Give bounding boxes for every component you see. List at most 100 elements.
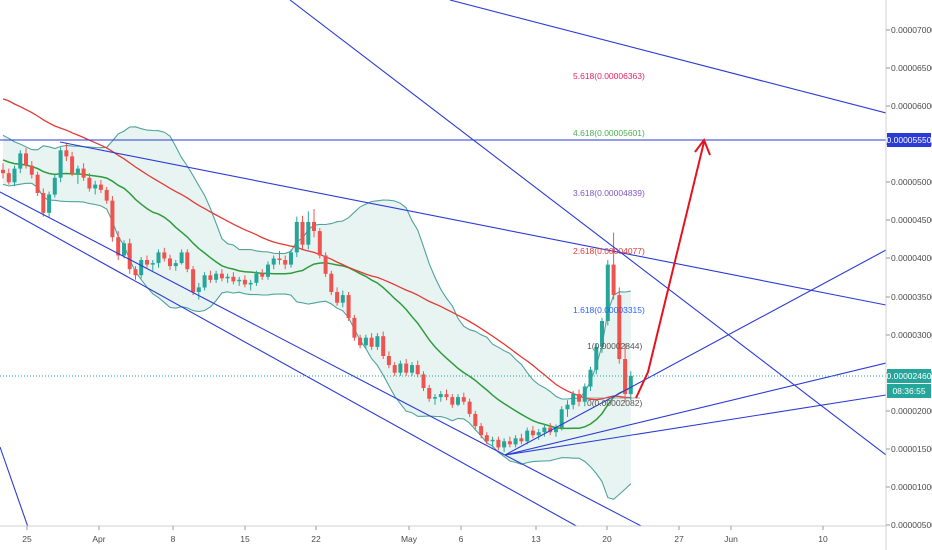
trend-line <box>449 0 886 114</box>
target-price-badge-text: 0.00005550 <box>887 135 932 145</box>
candle-body <box>24 153 28 166</box>
candle-body <box>369 337 374 347</box>
candle-body <box>410 365 414 373</box>
candle-body <box>340 295 345 303</box>
candle <box>530 426 535 439</box>
y-tick-label: 0.00004500 <box>891 215 932 225</box>
trend-line <box>59 141 886 306</box>
candle-body <box>473 413 478 427</box>
candle-body <box>525 430 530 442</box>
x-tick-label: May <box>401 534 418 544</box>
candle <box>12 165 17 187</box>
candle <box>150 260 155 271</box>
candle <box>260 269 265 280</box>
candle <box>237 276 242 286</box>
candle-body <box>421 374 426 388</box>
candle-body <box>35 174 40 193</box>
current-price-badge[interactable]: 0.00002460 <box>887 369 932 383</box>
projection-arrow-line <box>635 141 705 399</box>
candle <box>104 186 109 204</box>
candle <box>554 424 558 437</box>
candle <box>70 151 75 177</box>
candle-body <box>52 177 57 195</box>
candle-body <box>58 150 63 178</box>
x-tick-label: 22 <box>311 534 321 544</box>
candle <box>369 333 374 350</box>
trend-line <box>0 205 578 526</box>
candle-body <box>335 292 340 303</box>
candle-body <box>162 252 167 259</box>
candle <box>116 231 121 260</box>
trend-line <box>0 446 29 526</box>
candle <box>565 400 570 417</box>
candle-body <box>507 441 512 445</box>
candle <box>502 438 507 452</box>
candle <box>127 238 132 274</box>
candle-body <box>29 165 34 175</box>
candle-body <box>277 258 282 260</box>
target-price-badge[interactable]: 0.00005550 <box>887 133 932 147</box>
candle-body <box>248 282 253 285</box>
candle-body <box>386 356 391 366</box>
candle-body <box>219 273 224 279</box>
candle <box>41 188 46 217</box>
candle-body <box>196 287 201 292</box>
candle-body <box>41 193 46 213</box>
y-tick-label: 0.00006500 <box>891 63 932 73</box>
candle <box>110 196 115 242</box>
candle <box>404 359 409 376</box>
candle <box>381 331 386 359</box>
price-badges[interactable]: 0.00005550 0.00002460 08:36:55 <box>887 133 932 398</box>
bollinger-band-area <box>3 126 631 500</box>
candle <box>242 275 247 288</box>
candle-body <box>554 427 558 433</box>
candle-body <box>225 276 230 279</box>
candle <box>122 240 126 259</box>
candle-body <box>542 427 547 433</box>
candle-body <box>47 194 52 213</box>
candle <box>289 249 293 268</box>
candle-body <box>6 173 11 183</box>
candle-body <box>93 184 98 189</box>
candle <box>398 360 403 376</box>
candle <box>300 215 305 250</box>
candle-body <box>122 243 126 256</box>
candle <box>139 257 144 279</box>
candle <box>35 171 40 196</box>
candle-body <box>438 394 443 398</box>
candle <box>490 436 495 448</box>
candle-body <box>548 427 553 433</box>
candle <box>145 255 149 268</box>
trend-line <box>504 362 886 456</box>
candle <box>438 391 443 402</box>
candle-body <box>479 426 484 436</box>
candle-body <box>104 189 109 201</box>
candle-body <box>110 200 115 238</box>
candle-body <box>582 386 587 402</box>
candle <box>571 391 576 410</box>
candle-body <box>70 156 75 174</box>
candle-body <box>294 221 299 253</box>
candle <box>375 333 380 350</box>
candle-body <box>456 397 460 405</box>
candle <box>6 168 11 185</box>
candle-body <box>254 273 259 283</box>
candle-body <box>536 432 541 436</box>
countdown-badge-box <box>887 384 931 398</box>
candle-body <box>231 276 236 282</box>
fib-level-label: 1(0.00002844) <box>587 341 642 351</box>
y-tick-label: 0.00001500 <box>891 444 932 454</box>
candle-body <box>289 252 293 265</box>
candle <box>162 247 167 262</box>
projection-arrow-head <box>694 137 711 156</box>
candle <box>577 389 581 407</box>
candle <box>623 343 628 402</box>
fib-level-label: 4.618(0.00005601) <box>573 128 645 138</box>
candle <box>346 292 351 321</box>
candle <box>254 270 259 286</box>
candle-body <box>312 221 316 231</box>
candle <box>179 249 184 265</box>
candle-body <box>352 317 357 338</box>
candle <box>185 249 190 273</box>
countdown-badge[interactable]: 08:36:55 <box>887 384 931 398</box>
